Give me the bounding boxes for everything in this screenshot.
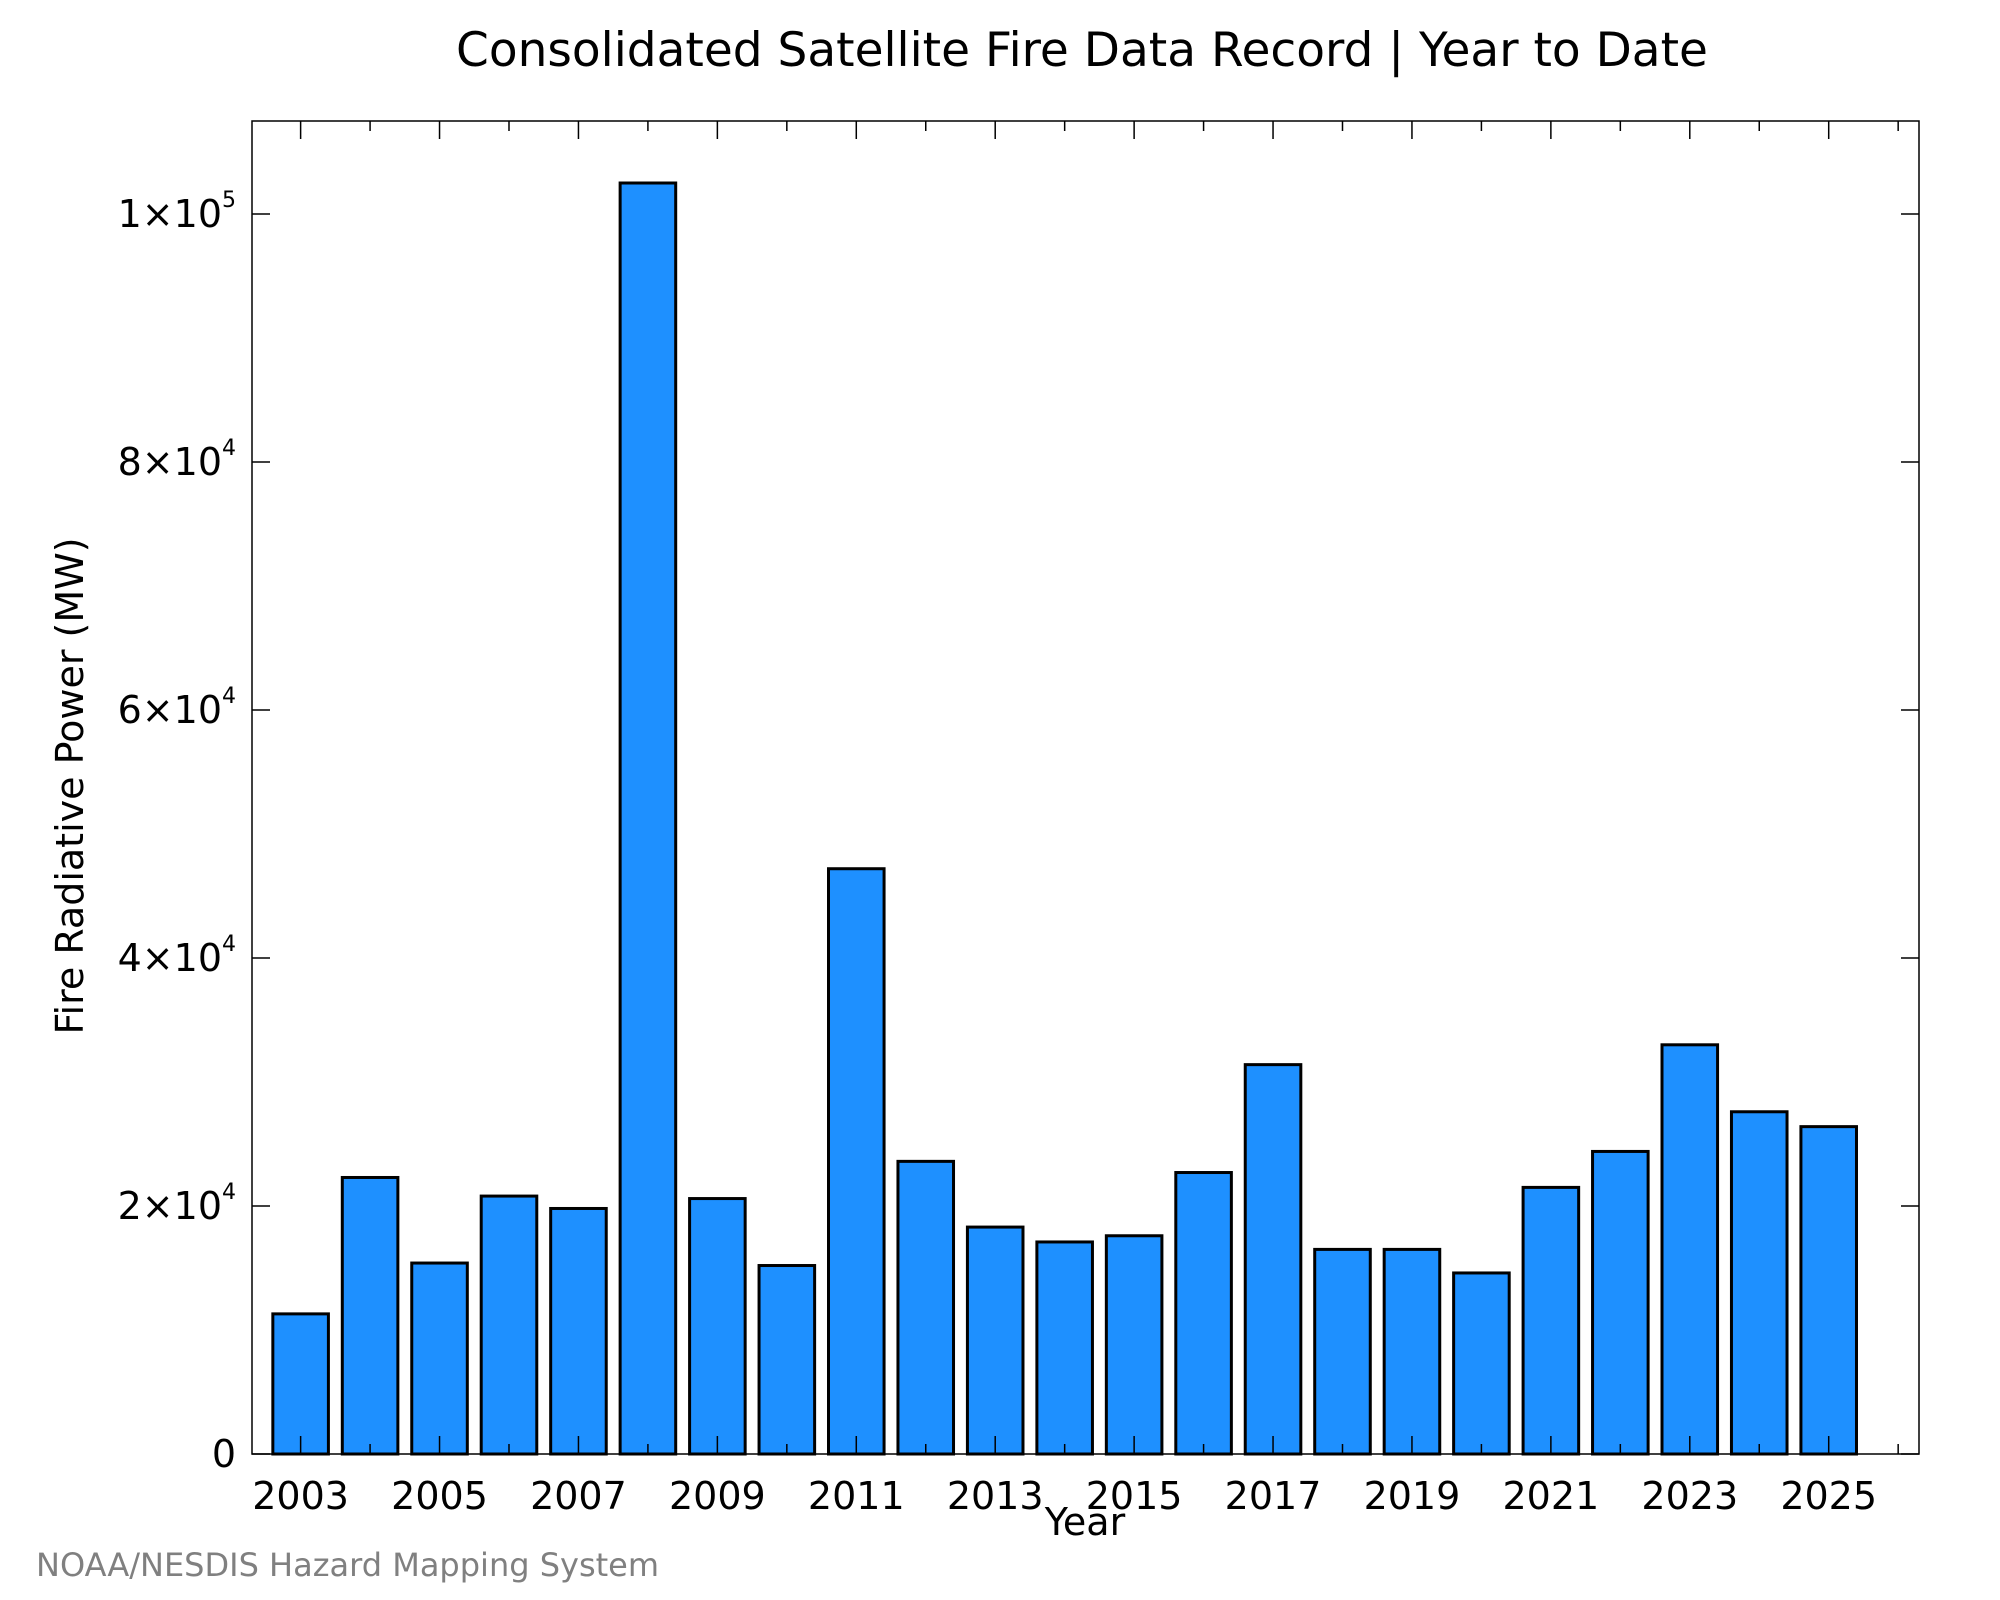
- bar-2013: [965, 1225, 1025, 1456]
- bar-2008: [618, 181, 678, 1456]
- y-tick-labels: 0 2×104 4×104 6×104 8×104 1×105: [118, 188, 236, 1476]
- x-tick-label: 2017: [1225, 1474, 1322, 1518]
- y-tick-label: 2×104: [118, 1180, 236, 1228]
- bar-2009: [688, 1197, 747, 1456]
- bar-2006: [479, 1194, 539, 1456]
- x-tick-label: 2023: [1641, 1474, 1738, 1518]
- bar-2015: [1104, 1234, 1164, 1456]
- x-axis-label: Year: [1044, 1500, 1126, 1544]
- bar-2007: [549, 1206, 608, 1456]
- x-tick-label: 2011: [808, 1474, 905, 1518]
- y-axis-label: Fire Radiative Power (MW): [48, 537, 92, 1034]
- bar-2016: [1174, 1171, 1233, 1456]
- y-tick-label: 0: [212, 1432, 236, 1476]
- bar-2003: [271, 1312, 330, 1456]
- chart-title: Consolidated Satellite Fire Data Record …: [456, 23, 1708, 78]
- bar-2023: [1660, 1043, 1720, 1456]
- ticks-layer: [252, 121, 1919, 1455]
- y-tick-label: 8×104: [118, 436, 236, 484]
- x-tick-label: 2009: [669, 1474, 766, 1518]
- x-tick-label: 2025: [1780, 1474, 1877, 1518]
- x-tick-labels: 2003 2005 2007 2009 2011 2013 2015 2017 2019 2021…: [252, 1474, 1877, 1518]
- bars-layer: [271, 181, 1858, 1456]
- bar-2025: [1799, 1125, 1858, 1456]
- y-tick-label: 4×104: [118, 932, 236, 980]
- bar-2021: [1521, 1185, 1581, 1456]
- bar-2022: [1591, 1149, 1650, 1456]
- y-tick-label: 6×104: [118, 684, 236, 732]
- plot-frame: [251, 120, 1920, 1455]
- x-tick-label: 2015: [1086, 1474, 1183, 1518]
- bar-2020: [1452, 1271, 1511, 1456]
- bar-2004: [340, 1175, 400, 1456]
- x-tick-label: 2021: [1503, 1474, 1600, 1518]
- credit-label: NOAA/NESDIS Hazard Mapping System: [36, 1546, 659, 1584]
- bar-2005: [410, 1261, 469, 1456]
- bar-2011: [827, 867, 886, 1456]
- x-tick-label: 2019: [1364, 1474, 1461, 1518]
- bar-2014: [1035, 1240, 1094, 1456]
- bar-2019: [1382, 1247, 1442, 1456]
- x-tick-label: 2007: [530, 1474, 627, 1518]
- bar-2018: [1313, 1247, 1372, 1456]
- bar-2012: [896, 1159, 956, 1456]
- bar-2010: [757, 1264, 817, 1456]
- y-tick-label: 1×105: [118, 188, 236, 236]
- x-tick-label: 2003: [252, 1474, 349, 1518]
- x-tick-label: 2013: [947, 1474, 1044, 1518]
- bar-2024: [1729, 1110, 1789, 1456]
- x-tick-label: 2005: [391, 1474, 488, 1518]
- bar-2017: [1243, 1063, 1303, 1456]
